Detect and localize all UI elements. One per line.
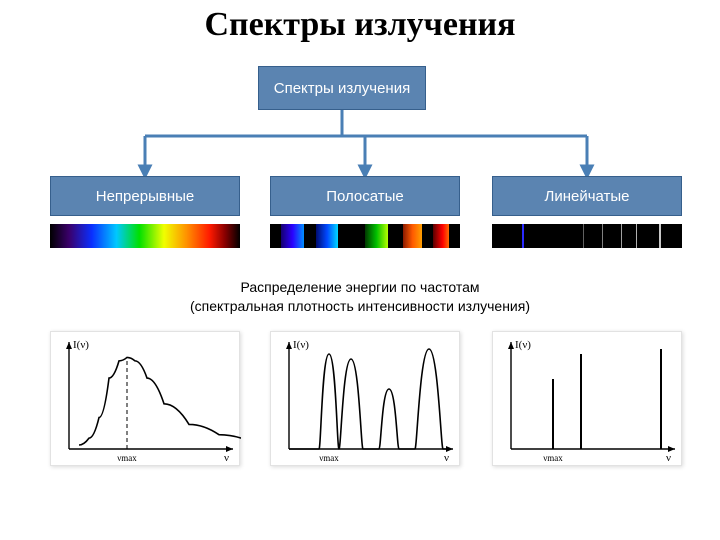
svg-text:ν: ν — [666, 452, 671, 464]
svg-text:I(ν): I(ν) — [515, 339, 531, 351]
svg-text:I(ν): I(ν) — [293, 339, 309, 351]
subtitle-line1: Распределение энергии по частотам — [241, 279, 480, 295]
spectrum-strip — [492, 224, 682, 248]
child-node: Линейчатые — [492, 176, 682, 216]
section-subtitle: Распределение энергии по частотам (спект… — [0, 278, 720, 316]
child-node-label: Линейчатые — [544, 188, 629, 205]
root-node: Спектры излучения — [258, 66, 426, 110]
root-node-label: Спектры излучения — [274, 80, 410, 97]
intensity-chart: I(ν) ν νmax — [492, 331, 682, 466]
subtitle-line2: (спектральная плотность интенсивности из… — [190, 298, 530, 314]
svg-text:I(ν): I(ν) — [73, 339, 89, 351]
svg-text:νmax: νmax — [117, 453, 137, 463]
child-node-label: Непрерывные — [96, 188, 194, 205]
child-node-label: Полосатые — [326, 188, 404, 205]
intensity-chart: I(ν) ν νmax — [50, 331, 240, 466]
svg-text:ν: ν — [444, 452, 449, 464]
child-node: Непрерывные — [50, 176, 240, 216]
svg-text:ν: ν — [224, 452, 229, 464]
child-node: Полосатые — [270, 176, 460, 216]
svg-text:νmax: νmax — [543, 453, 563, 463]
intensity-chart: I(ν) ν νmax — [270, 331, 460, 466]
svg-text:νmax: νmax — [319, 453, 339, 463]
spectrum-strip — [50, 224, 240, 248]
spectrum-strip — [270, 224, 460, 248]
